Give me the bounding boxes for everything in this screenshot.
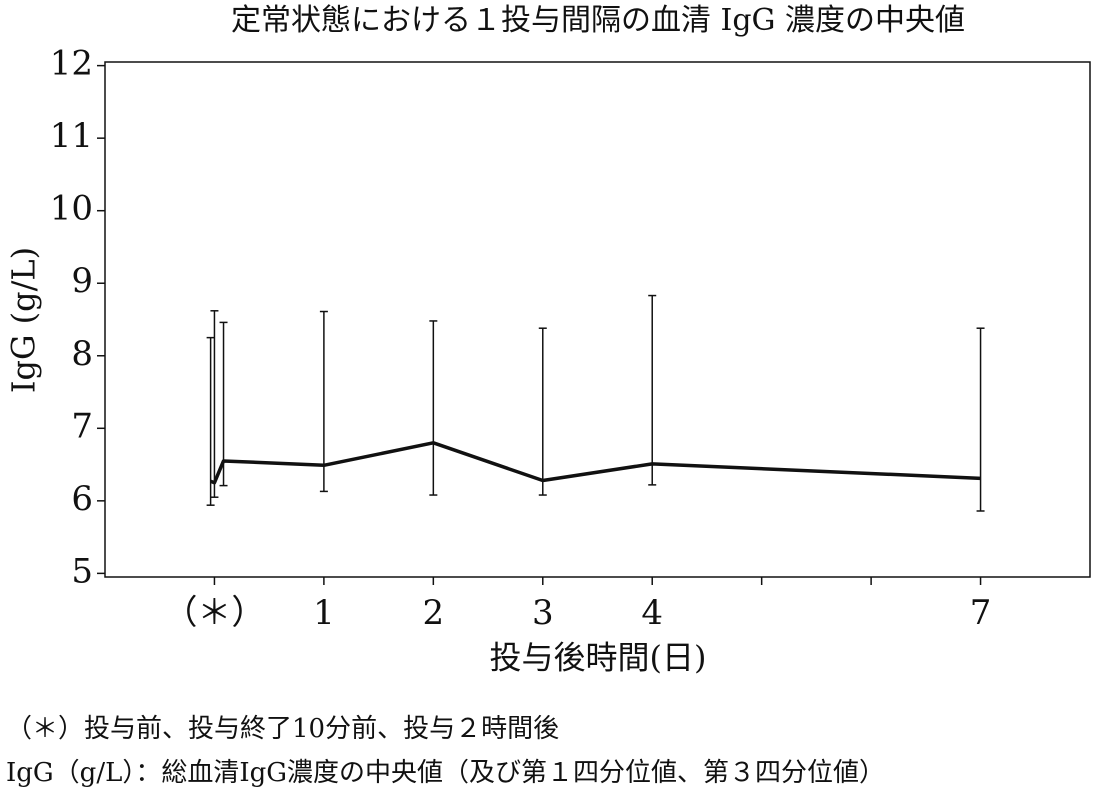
footnote: IgG（g/L）：総血清IgG濃度の中央値（及び第１四分位値、第３四分位値） (6, 758, 885, 788)
x-tick-label: 1 (313, 593, 335, 633)
y-tick-label: 6 (71, 479, 93, 519)
x-axis-label: 投与後時間(日) (490, 639, 707, 677)
series-line (209, 441, 981, 485)
y-tick-label: 9 (71, 261, 93, 301)
x-tick-label: 4 (641, 593, 663, 633)
y-tick-label: 11 (50, 116, 93, 156)
chart-title: 定常状態における１投与間隔の血清 IgG 濃度の中央値 (231, 3, 965, 38)
plot-frame (104, 61, 1091, 578)
x-tick-label: （＊） (163, 593, 265, 633)
x-tick-label: 2 (423, 593, 445, 633)
y-tick-label: 8 (71, 334, 93, 374)
y-axis-label: IgG (g/L) (5, 247, 43, 393)
footnote: （＊）投与前、投与終了10分前、投与２時間後 (6, 714, 559, 744)
y-tick-label: 7 (71, 406, 93, 446)
y-tick-label: 10 (50, 189, 93, 229)
x-tick-label: 3 (532, 593, 554, 633)
y-tick-label: 5 (71, 551, 93, 591)
x-tick-label: 7 (970, 593, 992, 633)
y-tick-label: 12 (50, 44, 93, 84)
